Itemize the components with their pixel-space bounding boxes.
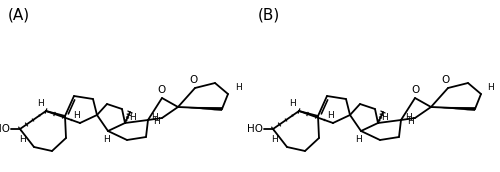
- Text: H: H: [272, 135, 278, 143]
- Text: O: O: [189, 75, 197, 85]
- Text: (B): (B): [258, 7, 280, 22]
- Text: H: H: [382, 112, 388, 121]
- Text: H: H: [154, 117, 160, 126]
- Text: H: H: [18, 135, 26, 143]
- Text: HO: HO: [0, 124, 10, 134]
- Text: O: O: [158, 85, 166, 95]
- Text: (A): (A): [8, 7, 30, 22]
- Text: H: H: [406, 117, 414, 126]
- Text: H: H: [36, 99, 44, 108]
- Text: O: O: [411, 85, 419, 95]
- Polygon shape: [431, 107, 475, 111]
- Text: H: H: [404, 112, 411, 121]
- Text: H: H: [152, 112, 158, 121]
- Text: HO: HO: [247, 124, 263, 134]
- Text: H: H: [128, 112, 136, 121]
- Text: H: H: [290, 99, 296, 108]
- Text: H: H: [356, 135, 362, 143]
- Polygon shape: [178, 107, 222, 111]
- Text: H: H: [102, 135, 110, 143]
- Text: O: O: [442, 75, 450, 85]
- Text: H: H: [234, 83, 242, 93]
- Text: H: H: [326, 110, 334, 120]
- Text: H: H: [74, 110, 80, 120]
- Text: H: H: [488, 83, 494, 93]
